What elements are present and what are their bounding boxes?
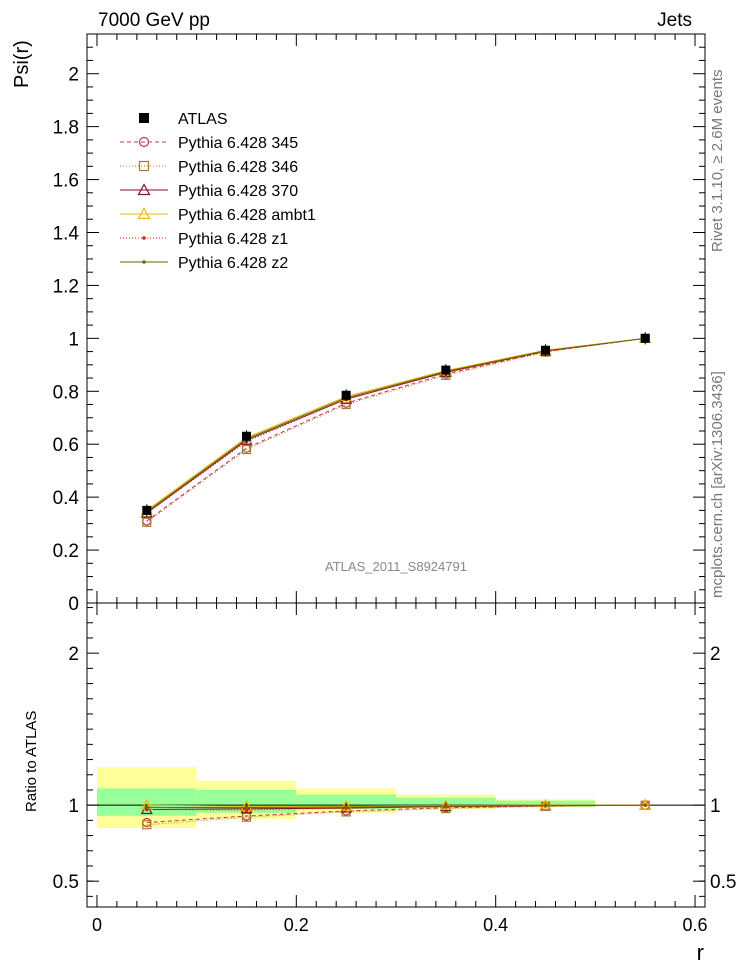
ratio-series-point xyxy=(643,803,647,807)
series-line xyxy=(146,337,646,523)
rivet-version-label: Rivet 3.1.10, ≥ 2.6M events xyxy=(709,70,726,253)
axes-group: 0 0.2 0.4 0.6 0 0.2 0.4 0.6 0.8 1 1.2 1.4 1.6 1.8 2 0.5… xyxy=(53,33,736,935)
legend-label: Pythia 6.428 z2 xyxy=(178,255,288,272)
series-line xyxy=(146,337,646,514)
ratio-series-point xyxy=(145,805,149,810)
ratio-green-band-bin xyxy=(96,788,197,816)
legend-label: Pythia 6.428 370 xyxy=(178,183,298,200)
ratio-y-axis-label: Ratio to ATLAS xyxy=(23,711,40,812)
series-line xyxy=(146,337,646,511)
ratio-y-tick-label-left: 1 xyxy=(68,796,79,817)
series-point xyxy=(241,444,252,455)
legend-marker xyxy=(138,160,150,172)
ratio-panel-frame xyxy=(86,602,706,908)
ratio-series-point xyxy=(244,805,249,810)
legend-label: Pythia 6.428 z1 xyxy=(178,231,288,248)
data-point xyxy=(241,431,251,441)
x-tick-label: 0 xyxy=(92,915,102,935)
legend-label-atlas: ATLAS xyxy=(178,111,228,128)
legend-marker xyxy=(137,207,151,220)
ratio-green-band-bin xyxy=(495,800,596,807)
y-tick-label: 1.2 xyxy=(53,276,79,297)
data-point xyxy=(341,390,351,400)
ratio-series-line xyxy=(146,804,646,811)
y-tick-label: 1.6 xyxy=(53,171,79,192)
data-point xyxy=(142,505,152,515)
y-tick-label: 0.4 xyxy=(53,488,80,509)
ratio-series-point xyxy=(142,820,152,830)
ratio-y-tick-label-right: 0.5 xyxy=(710,872,736,893)
legend-label: Pythia 6.428 ambt1 xyxy=(178,207,316,224)
legend-label: Pythia 6.428 345 xyxy=(178,135,298,152)
y-tick-label: 1.8 xyxy=(53,118,79,139)
ratio-y-tick-label-right: 1 xyxy=(710,796,721,817)
series-point xyxy=(142,517,152,527)
ratio-series-point xyxy=(439,799,452,811)
series-line xyxy=(146,337,646,522)
ratio-series-point xyxy=(344,805,348,809)
ratio-series-point xyxy=(240,802,253,814)
x-tick-label: 0.4 xyxy=(483,915,508,935)
ratio-series-line xyxy=(146,804,646,809)
data-point xyxy=(441,365,451,375)
ratio-series-point xyxy=(639,798,652,810)
legend-marker xyxy=(138,136,150,148)
legend-marker xyxy=(142,236,146,240)
y-tick-label: 0.2 xyxy=(53,541,79,562)
x-axis-label: r xyxy=(697,940,704,965)
legend-label: Pythia 6.428 346 xyxy=(178,159,298,176)
ratio-series-point xyxy=(340,799,353,811)
energy-label: 7000 GeV pp xyxy=(98,10,210,31)
y-tick-label: 0 xyxy=(68,594,79,615)
y-tick-label: 0.8 xyxy=(53,382,79,403)
analysis-label: ATLAS_2011_S8924791 xyxy=(325,559,467,574)
ratio-uncertainty-bands xyxy=(87,767,705,828)
ratio-y-tick-label-left: 0.5 xyxy=(53,872,79,893)
ratio-series-point xyxy=(444,804,448,808)
data-point xyxy=(640,333,650,343)
x-tick-label: 0.6 xyxy=(683,915,708,935)
ratio-series-line xyxy=(146,804,646,826)
ratio-y-tick-label-left: 2 xyxy=(68,644,79,665)
process-label: Jets xyxy=(657,10,692,31)
data-point xyxy=(541,345,551,355)
y-tick-label: 1.4 xyxy=(53,223,80,244)
y-tick-label: 0.6 xyxy=(53,435,79,456)
series-line xyxy=(146,337,646,514)
legend-marker-atlas xyxy=(139,113,149,123)
legend: ATLAS Pythia 6.428 345 Pythia 6.428 346 Pyt… xyxy=(120,111,316,272)
ratio-series-group xyxy=(140,798,652,830)
y-tick-label: 2 xyxy=(68,65,79,86)
ratio-series-point xyxy=(543,803,548,808)
main-y-axis-label: Psi(r) xyxy=(11,40,33,88)
x-tick-label: 0.2 xyxy=(284,915,309,935)
series-line xyxy=(146,337,646,513)
legend-marker xyxy=(137,183,151,196)
ratio-series-point xyxy=(539,798,552,810)
main-series-group xyxy=(140,332,652,527)
ratio-y-tick-label-right: 2 xyxy=(710,644,721,665)
mcplots-source-label: mcplots.cern.ch [arXiv:1306.3436] xyxy=(709,371,726,598)
legend-marker xyxy=(142,260,146,264)
y-tick-label: 1 xyxy=(68,329,79,350)
